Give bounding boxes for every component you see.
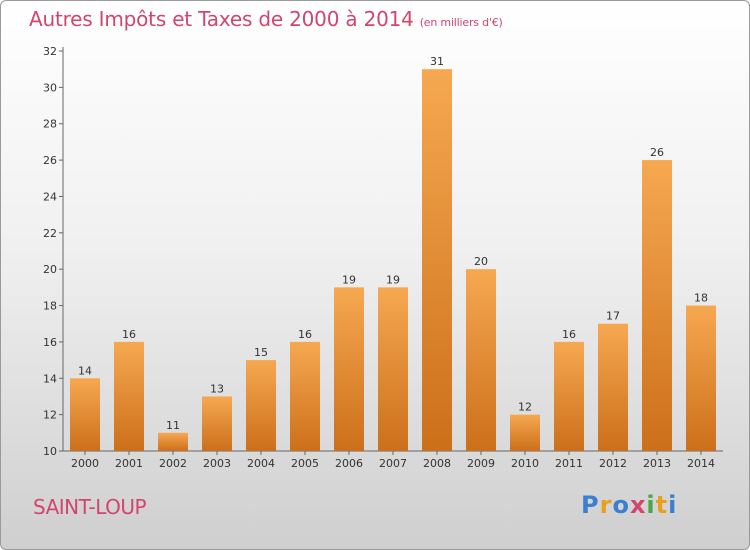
commune-name: SAINT-LOUP (33, 495, 147, 519)
x-tick-label: 2014 (687, 457, 715, 470)
x-tick-label: 2006 (335, 457, 363, 470)
bars (70, 69, 716, 451)
logo-letter: i (668, 491, 678, 519)
bar (510, 414, 540, 451)
y-tick-label: 22 (43, 227, 57, 240)
y-tick-label: 12 (43, 409, 57, 422)
value-label: 19 (342, 273, 356, 286)
value-label: 19 (386, 273, 400, 286)
y-tick-label: 32 (43, 45, 57, 58)
y-tick-label: 16 (43, 336, 57, 349)
x-tick-label: 2007 (379, 457, 407, 470)
y-tick-label: 30 (43, 81, 57, 94)
value-labels: 14 16 11 13 15 16 19 19 31 20 12 16 17 26 18 (78, 55, 708, 432)
bar (114, 341, 144, 451)
bar (642, 160, 672, 451)
x-axis: 2000 2001 2002 2003 2004 2005 2006 2007 2008 2009… (63, 450, 723, 470)
x-tick-label: 2005 (291, 457, 319, 470)
bar (334, 287, 364, 451)
x-tick-label: 2001 (115, 457, 143, 470)
value-label: 15 (254, 346, 268, 359)
value-label: 14 (78, 364, 92, 377)
logo-letter: o (612, 491, 630, 519)
y-tick-label: 26 (43, 154, 57, 167)
bar (290, 341, 320, 451)
y-tick-label: 18 (43, 300, 57, 313)
value-label: 17 (606, 310, 620, 323)
value-label: 31 (430, 55, 444, 68)
value-label: 16 (122, 328, 136, 341)
x-tick-label: 2013 (643, 457, 671, 470)
y-axis: 10 12 14 16 18 20 22 24 26 28 30 32 (43, 45, 64, 458)
value-label: 26 (650, 146, 664, 159)
logo-letter: P (581, 491, 600, 519)
x-tick-label: 2003 (203, 457, 231, 470)
bar (378, 287, 408, 451)
bar (422, 69, 452, 451)
x-tick-label: 2002 (159, 457, 187, 470)
y-tick-label: 28 (43, 118, 57, 131)
bar (686, 305, 716, 451)
chart-title: Autres Impôts et Taxes de 2000 à 2014 (en… (29, 7, 503, 31)
bar (598, 323, 628, 451)
x-tick-label: 2012 (599, 457, 627, 470)
value-label: 12 (518, 401, 532, 414)
bar (202, 396, 232, 451)
value-label: 16 (562, 328, 576, 341)
proxiti-logo: Proxiti (581, 491, 677, 519)
y-tick-label: 24 (43, 190, 57, 203)
y-tick-label: 14 (43, 372, 57, 385)
logo-letter: t (655, 491, 669, 519)
chart-subtitle: (en milliers d'€) (419, 16, 503, 29)
x-tick-label: 2008 (423, 457, 451, 470)
x-tick-label: 2000 (71, 457, 99, 470)
x-tick-label: 2010 (511, 457, 539, 470)
bar (246, 360, 276, 451)
bar (70, 378, 100, 451)
value-label: 20 (474, 255, 488, 268)
bar (466, 269, 496, 451)
value-label: 16 (298, 328, 312, 341)
value-label: 13 (210, 382, 224, 395)
bar (158, 432, 188, 451)
y-tick-label: 20 (43, 263, 57, 276)
logo-letter: x (629, 491, 647, 519)
x-tick-label: 2011 (555, 457, 583, 470)
logo-letter: r (599, 491, 613, 519)
chart-title-text: Autres Impôts et Taxes de 2000 à 2014 (29, 7, 414, 31)
y-tick-label: 10 (43, 445, 57, 458)
value-label: 11 (166, 419, 180, 432)
x-tick-label: 2004 (247, 457, 275, 470)
bar (554, 341, 584, 451)
logo-letter: i (646, 491, 656, 519)
x-tick-label: 2009 (467, 457, 495, 470)
value-label: 18 (694, 292, 708, 305)
